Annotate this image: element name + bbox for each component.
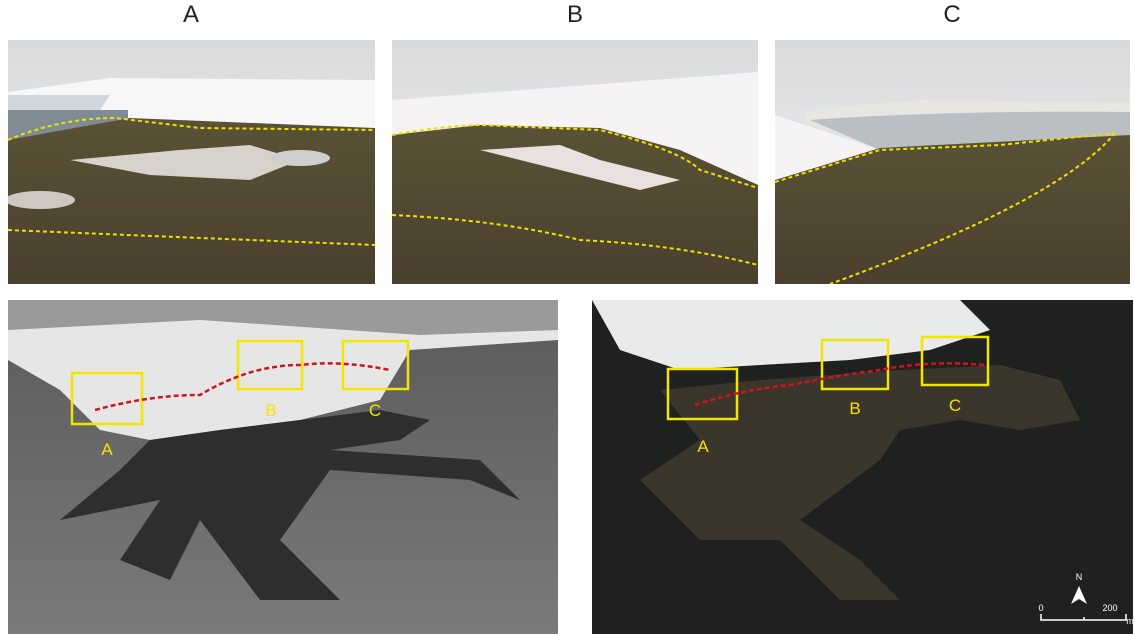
panel-label: A xyxy=(183,1,199,28)
photo xyxy=(775,40,1130,284)
box-label: B xyxy=(849,399,860,418)
box-label: C xyxy=(949,396,961,415)
north-label: N xyxy=(1076,572,1083,582)
box-label: A xyxy=(697,437,709,456)
scale-unit: m xyxy=(1126,616,1134,626)
photo xyxy=(392,40,758,284)
scale-end: 200 xyxy=(1102,603,1117,613)
box-label: A xyxy=(101,440,113,459)
scale-start: 0 xyxy=(1038,603,1043,613)
aerial-photo: A B C N 0 200 m xyxy=(592,300,1134,634)
photo xyxy=(5,40,375,284)
panel-label: B xyxy=(567,1,583,28)
aerial-photo: A B C xyxy=(8,300,558,634)
figure: A B C xyxy=(0,0,1135,634)
box-label: C xyxy=(369,401,381,420)
box-label: B xyxy=(265,401,276,420)
panel-label: C xyxy=(943,1,960,28)
